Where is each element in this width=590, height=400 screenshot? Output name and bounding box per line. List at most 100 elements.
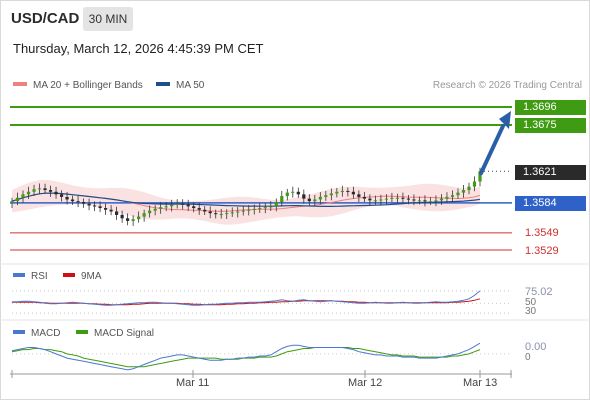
rsi-level-50: 50 bbox=[525, 297, 537, 308]
candle-body-53 bbox=[302, 194, 306, 199]
candle-body-4 bbox=[32, 189, 36, 192]
candle-body-32 bbox=[186, 204, 190, 207]
candle-body-75 bbox=[423, 200, 427, 202]
legend-ma50-label: MA 50 bbox=[176, 80, 205, 91]
candle-body-57 bbox=[324, 195, 328, 197]
candle-body-8 bbox=[54, 191, 58, 195]
legend-ma20-swatch bbox=[13, 82, 27, 87]
candle-body-14 bbox=[87, 203, 91, 206]
candle-body-28 bbox=[164, 206, 168, 208]
candle-body-29 bbox=[170, 204, 174, 207]
candle-body-21 bbox=[126, 218, 130, 221]
legend-macd-label: MACD bbox=[31, 328, 61, 339]
candle-body-63 bbox=[357, 194, 361, 197]
forecast-arrow-head bbox=[499, 110, 511, 129]
candle-body-16 bbox=[98, 206, 102, 209]
legend-macd-signal: MACD Signal bbox=[76, 328, 154, 339]
candle-body-18 bbox=[109, 209, 113, 212]
candle-body-34 bbox=[197, 208, 201, 210]
candle-body-26 bbox=[153, 208, 157, 211]
legend-rsi-swatch bbox=[13, 273, 25, 278]
candle-body-77 bbox=[434, 200, 438, 202]
candle-body-19 bbox=[115, 211, 119, 215]
legend-ma9-label: 9MA bbox=[81, 271, 102, 282]
candle-body-52 bbox=[296, 191, 300, 195]
legend-signal-label: MACD Signal bbox=[94, 328, 155, 339]
candle-body-59 bbox=[335, 191, 339, 194]
level-r1-tag: 1.3675 bbox=[515, 118, 586, 133]
level-r2-tag: 1.3696 bbox=[515, 100, 586, 115]
candle-body-15 bbox=[92, 205, 97, 207]
candle-body-39 bbox=[225, 213, 229, 215]
candle-body-70 bbox=[395, 197, 400, 199]
candle-body-44 bbox=[252, 208, 256, 210]
legend-ma9-swatch bbox=[63, 273, 75, 278]
candle-body-5 bbox=[37, 188, 42, 190]
candle-body-51 bbox=[291, 191, 295, 193]
legend-ma20-label: MA 20 + Bollinger Bands bbox=[33, 80, 143, 91]
candle-body-81 bbox=[456, 192, 460, 196]
candle-body-37 bbox=[214, 213, 218, 215]
level-pivot-tag: 1.3584 bbox=[515, 196, 586, 211]
candle-body-30 bbox=[175, 203, 179, 205]
candle-body-49 bbox=[280, 196, 284, 203]
legend-ma50-swatch bbox=[156, 82, 170, 87]
level-last-tag: 1.3621 bbox=[515, 165, 586, 180]
candle-body-55 bbox=[313, 199, 317, 202]
candle-body-61 bbox=[346, 190, 350, 192]
candle-body-66 bbox=[373, 200, 377, 202]
candle-body-82 bbox=[461, 190, 466, 193]
x-label-1: Mar 12 bbox=[348, 377, 383, 389]
research-credit: Research © 2026 Trading Central bbox=[432, 80, 582, 91]
candle-body-54 bbox=[307, 198, 311, 202]
candle-body-20 bbox=[120, 214, 124, 219]
candle-body-31 bbox=[181, 203, 185, 205]
legend-rsi-ma9: 9MA bbox=[63, 271, 102, 282]
candle-body-17 bbox=[104, 208, 108, 210]
candle-body-46 bbox=[263, 207, 267, 209]
level-s1-tag: 1.3549 bbox=[525, 227, 559, 239]
candle-body-71 bbox=[401, 197, 405, 199]
legend-rsi-label: RSI bbox=[31, 271, 48, 282]
x-label-0: Mar 11 bbox=[176, 377, 210, 389]
forecast-arrow-shaft bbox=[479, 123, 505, 176]
candle-body-35 bbox=[203, 209, 207, 212]
legend-rsi: RSI bbox=[13, 271, 48, 282]
candle-body-12 bbox=[76, 201, 80, 203]
candle-body-33 bbox=[192, 206, 196, 209]
candle-body-11 bbox=[70, 199, 75, 202]
candle-body-50 bbox=[285, 192, 289, 197]
candle-body-69 bbox=[390, 197, 394, 199]
candle-body-84 bbox=[472, 181, 477, 187]
legend-signal-swatch bbox=[76, 330, 88, 335]
candle-body-65 bbox=[368, 198, 372, 201]
legend-macd: MACD bbox=[13, 328, 60, 339]
candle-body-73 bbox=[412, 199, 416, 201]
ma50-line bbox=[11, 192, 481, 207]
candle-body-10 bbox=[65, 196, 69, 200]
level-s2-tag: 1.3529 bbox=[525, 245, 559, 257]
candle-body-58 bbox=[329, 193, 333, 196]
candle-body-24 bbox=[142, 213, 146, 217]
candle-body-0 bbox=[10, 201, 14, 203]
candle-body-13 bbox=[81, 202, 86, 204]
candle-body-48 bbox=[274, 202, 278, 207]
candle-body-74 bbox=[417, 200, 422, 202]
candle-body-3 bbox=[26, 191, 31, 195]
candle-body-6 bbox=[43, 188, 47, 191]
candle-body-23 bbox=[137, 216, 141, 220]
candle-body-2 bbox=[21, 194, 25, 198]
candle-body-43 bbox=[247, 209, 251, 211]
x-label-2: Mar 13 bbox=[463, 377, 498, 389]
rsi-value: 75.02 bbox=[525, 286, 553, 298]
candle-body-83 bbox=[467, 186, 471, 191]
macd-value: 0.00 bbox=[525, 341, 547, 353]
candle-body-36 bbox=[208, 211, 212, 214]
candle-body-78 bbox=[439, 198, 444, 201]
timestamp: Thursday, March 12, 2026 4:45:39 PM CET bbox=[13, 41, 264, 56]
candle-body-72 bbox=[406, 198, 411, 200]
pair-title: USD/CAD bbox=[11, 10, 80, 27]
candle-body-25 bbox=[148, 210, 152, 214]
timeframe-badge[interactable]: 30 MIN bbox=[83, 7, 133, 31]
